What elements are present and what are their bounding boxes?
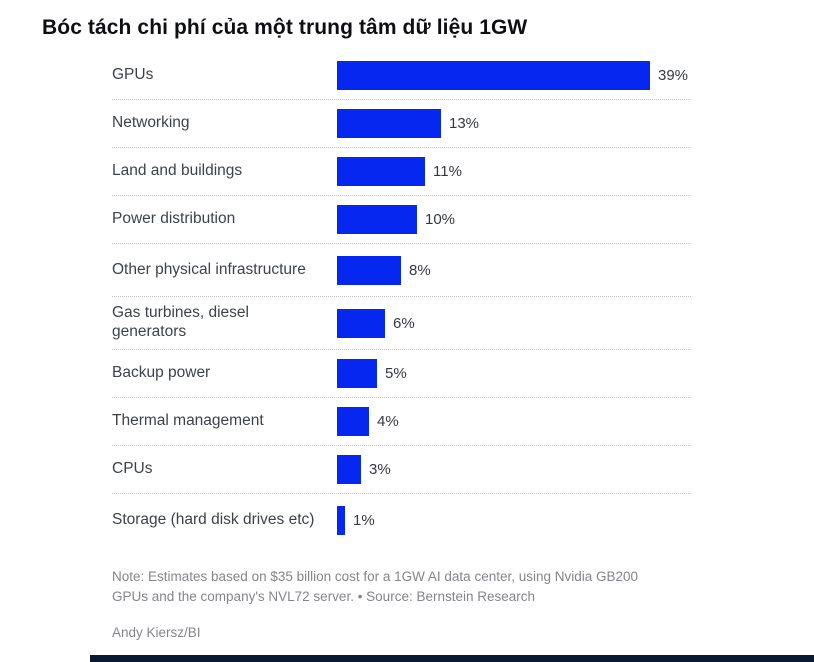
- bar: [337, 157, 425, 186]
- chart-note: Note: Estimates based on $35 billion cos…: [112, 569, 639, 605]
- chart-row: Other physical infrastructure 8%: [112, 244, 691, 297]
- bar-zone: 10%: [337, 205, 691, 234]
- value-label: 1%: [353, 512, 375, 529]
- bar-zone: 11%: [337, 157, 691, 186]
- bar: [337, 109, 441, 138]
- bar-zone: 4%: [337, 407, 691, 436]
- value-label: 3%: [369, 461, 391, 478]
- footer-accent-bar: [90, 655, 814, 662]
- bar-zone: 13%: [337, 109, 691, 138]
- category-label: Backup power: [112, 364, 211, 382]
- chart-row: Storage (hard disk drives etc) 1%: [112, 494, 691, 547]
- category-label: CPUs: [112, 460, 153, 478]
- bar-zone: 6%: [337, 308, 691, 338]
- bar: [337, 205, 417, 234]
- value-label: 11%: [433, 163, 462, 180]
- bar: [337, 506, 345, 535]
- value-label: 8%: [409, 261, 431, 279]
- value-label: 39%: [658, 67, 689, 84]
- category-label: Thermal management: [112, 412, 264, 430]
- chart-row: Backup power 5%: [112, 350, 691, 398]
- value-label: 5%: [385, 365, 407, 382]
- category-label: Storage (hard disk drives etc): [112, 511, 315, 529]
- category-label: Other physical infrastructure: [112, 260, 306, 278]
- chart-row: CPUs 3%: [112, 446, 691, 494]
- chart-row: Power distribution 10%: [112, 196, 691, 244]
- value-label: 10%: [425, 211, 456, 228]
- bar-zone: 39%: [337, 61, 691, 90]
- bar-zone: 5%: [337, 359, 691, 388]
- bar: [337, 455, 361, 484]
- category-label: Gas turbines, diesel generators: [112, 304, 249, 340]
- bar: [337, 61, 650, 90]
- value-label: 6%: [393, 314, 415, 332]
- value-label: 13%: [449, 115, 480, 132]
- category-label: Land and buildings: [112, 162, 243, 180]
- bar: [337, 255, 401, 285]
- chart-row: Networking 13%: [112, 100, 691, 148]
- bar-chart: GPUs 39% Networking 13% Land and buildin…: [112, 52, 691, 547]
- chart-credit: Andy Kiersz/BI: [112, 624, 201, 640]
- bar: [337, 308, 385, 338]
- bar-zone: 8%: [337, 255, 691, 285]
- chart-row: Gas turbines, diesel generators 6%: [112, 297, 691, 350]
- category-label: Power distribution: [112, 210, 236, 228]
- chart-row: Land and buildings 11%: [112, 148, 691, 196]
- value-label: 4%: [377, 413, 399, 430]
- chart-row: GPUs 39%: [112, 52, 691, 100]
- category-label: Networking: [112, 114, 190, 132]
- chart-row: Thermal management 4%: [112, 398, 691, 446]
- bar-zone: 1%: [337, 506, 691, 535]
- category-label: GPUs: [112, 66, 154, 84]
- bar: [337, 407, 369, 436]
- bar-zone: 3%: [337, 455, 691, 484]
- page-title: Bóc tách chi phí của một trung tâm dữ li…: [42, 16, 528, 39]
- bar: [337, 359, 377, 388]
